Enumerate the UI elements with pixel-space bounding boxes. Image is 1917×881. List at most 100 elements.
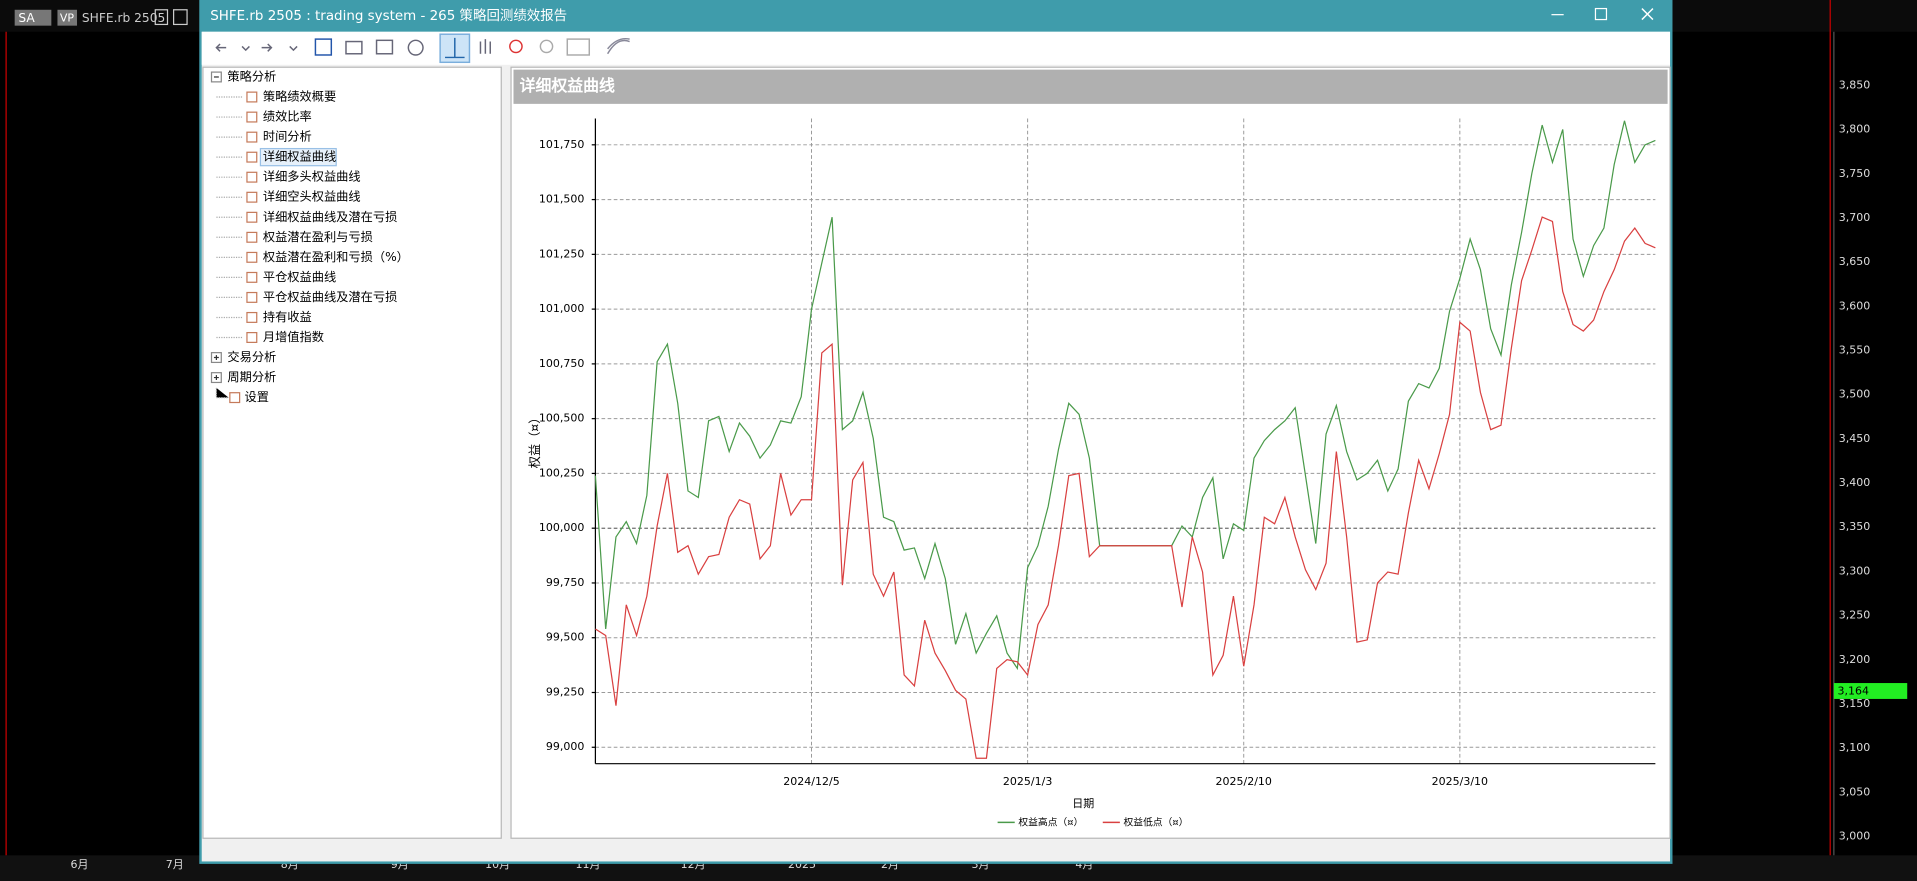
y-tick-label: 101,250 <box>539 247 585 260</box>
tree-item[interactable]: 周期分析 <box>227 370 276 384</box>
tree-item[interactable]: 权益潜在盈利与亏损 <box>263 230 373 244</box>
price-label: 3,700 <box>1839 211 1871 224</box>
zoom-in[interactable] <box>509 39 523 54</box>
tree-icon <box>246 171 258 183</box>
price-label: 3,250 <box>1839 609 1871 622</box>
close[interactable] <box>1641 8 1654 21</box>
month-label: 7月 <box>166 858 184 871</box>
tree-icon <box>246 151 258 163</box>
tree-item[interactable]: 策略分析 <box>227 68 276 83</box>
tree-icon <box>246 231 258 243</box>
price-label: 3,750 <box>1839 167 1871 180</box>
tree-icon <box>246 131 258 143</box>
price-label: 3,400 <box>1839 476 1871 489</box>
tree-icon <box>246 311 258 323</box>
chart-header <box>513 69 1668 104</box>
y-tick-label: 100,750 <box>539 357 585 370</box>
y-tick-label: 99,500 <box>546 631 585 644</box>
y-axis-label: 权益（¤） <box>528 412 542 469</box>
x-tick-label: 2025/1/3 <box>1003 775 1052 788</box>
price-label: 3,050 <box>1839 785 1871 798</box>
x-tick-label: 2025/2/10 <box>1216 775 1272 788</box>
reset-zoom[interactable] <box>566 38 591 56</box>
price-label: 3,600 <box>1839 299 1871 312</box>
tree-line <box>215 387 229 399</box>
maximize[interactable] <box>1594 7 1608 21</box>
y-tick-label: 99,750 <box>546 576 585 589</box>
month-label: 6月 <box>70 858 88 871</box>
last-price: 3,164 <box>1838 685 1870 698</box>
price-label: 3,850 <box>1839 79 1871 92</box>
chart-panel <box>510 66 1671 839</box>
tree-icon <box>246 251 258 263</box>
back-dropdown[interactable] <box>241 45 250 52</box>
tree-item[interactable]: 详细多头权益曲线 <box>263 169 361 184</box>
price-label: 3,300 <box>1839 564 1871 577</box>
tree-icon <box>229 392 241 404</box>
tree-item[interactable]: 交易分析 <box>227 349 276 364</box>
tree-item[interactable]: 月增值指数 <box>263 329 324 344</box>
tree-icon <box>246 271 258 283</box>
tree-item[interactable]: 详细空头权益曲线 <box>263 189 361 204</box>
y-tick-label: 101,750 <box>539 138 585 151</box>
tree-icon <box>246 211 258 223</box>
window-title: SHFE.rb 2505 : trading system - 265 策略回测… <box>210 7 567 24</box>
tree-item[interactable]: 平仓权益曲线及潜在亏损 <box>263 290 397 304</box>
price-label: 3,000 <box>1839 829 1871 842</box>
tree-icon <box>246 191 258 203</box>
tree-item[interactable]: 持有收益 <box>263 309 312 324</box>
tree-icon <box>246 331 258 343</box>
x-axis-label: 日期 <box>1072 797 1094 810</box>
last-price-tag <box>1833 683 1908 699</box>
hand[interactable] <box>479 39 491 54</box>
tree-item[interactable]: 绩效比率 <box>263 109 312 124</box>
x-tick-label: 2025/3/10 <box>1432 775 1488 788</box>
print[interactable] <box>375 39 394 55</box>
plot: 99,000 99,250 99,500 99,750 100,000 100,250 10… <box>539 118 1656 828</box>
symbol-tag[interactable]: SA <box>18 11 35 25</box>
y-tick-label: 100,250 <box>539 466 585 479</box>
price-label: 3,800 <box>1839 123 1871 136</box>
price-label: 3,100 <box>1839 741 1871 754</box>
tree-item[interactable]: 权益潜在盈利和亏损（%） <box>263 250 409 264</box>
back[interactable] <box>215 43 227 52</box>
price-label: 3,650 <box>1839 255 1871 268</box>
legend-label: 权益低点（¤） <box>1124 815 1189 828</box>
y-tick-label: 100,500 <box>539 412 585 425</box>
price-label: 3,450 <box>1839 432 1871 445</box>
tree-icon <box>246 291 258 303</box>
forward[interactable] <box>261 43 273 52</box>
y-tick-label: 99,000 <box>546 740 585 753</box>
tree-icon <box>246 111 258 123</box>
tree-item[interactable]: 时间分析 <box>263 130 312 144</box>
forward-dropdown[interactable] <box>289 45 298 52</box>
tree-item[interactable]: 详细权益曲线及潜在亏损 <box>263 209 397 224</box>
crosshair[interactable] <box>445 37 465 59</box>
price-label: 3,500 <box>1839 388 1871 401</box>
expander-sign[interactable] <box>213 375 219 381</box>
zoom-out[interactable] <box>539 39 554 54</box>
save[interactable] <box>314 38 333 56</box>
vp-button[interactable]: VP <box>60 11 75 24</box>
vp-box[interactable] <box>57 9 78 26</box>
settings[interactable] <box>407 39 424 56</box>
y-tick-label: 101,500 <box>539 193 585 206</box>
copy[interactable] <box>345 40 363 55</box>
price-label: 3,200 <box>1839 653 1871 666</box>
tree-item[interactable]: 平仓权益曲线 <box>263 270 336 284</box>
chart-style[interactable] <box>606 37 630 55</box>
price-label: 3,550 <box>1839 344 1871 357</box>
tree-item[interactable]: 设置 <box>245 390 269 404</box>
toolbar-icons[interactable] <box>215 33 630 64</box>
tree-item[interactable]: 详细权益曲线 <box>263 149 336 164</box>
chart-title: 详细权益曲线 <box>520 76 615 95</box>
dropdown[interactable] <box>154 9 169 26</box>
symbol: SHFE.rb 2505 <box>82 11 165 25</box>
dropdown[interactable] <box>172 9 188 26</box>
expander-sign[interactable] <box>213 355 219 360</box>
symbol-tag-box[interactable] <box>14 9 52 26</box>
tree-item[interactable]: 策略绩效概要 <box>263 89 336 104</box>
price-label: 3,350 <box>1839 520 1871 533</box>
legend-label: 权益高点（¤） <box>1018 815 1083 828</box>
